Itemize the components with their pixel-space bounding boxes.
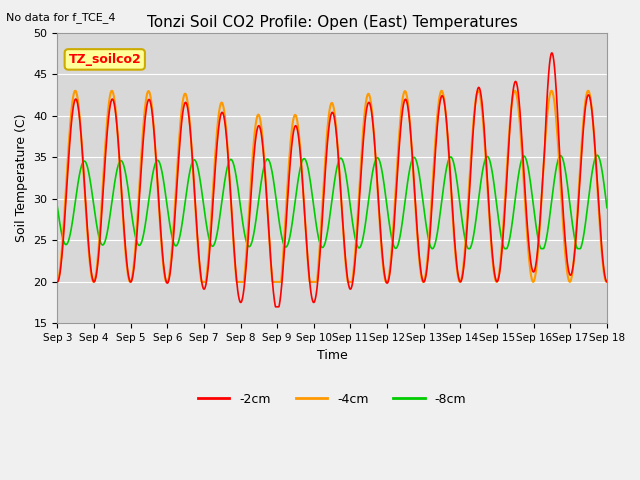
Y-axis label: Soil Temperature (C): Soil Temperature (C)	[15, 114, 28, 242]
Text: No data for f_TCE_4: No data for f_TCE_4	[6, 12, 116, 23]
Legend: -2cm, -4cm, -8cm: -2cm, -4cm, -8cm	[193, 388, 471, 411]
X-axis label: Time: Time	[317, 348, 348, 362]
Title: Tonzi Soil CO2 Profile: Open (East) Temperatures: Tonzi Soil CO2 Profile: Open (East) Temp…	[147, 15, 518, 30]
Text: TZ_soilco2: TZ_soilco2	[68, 53, 141, 66]
